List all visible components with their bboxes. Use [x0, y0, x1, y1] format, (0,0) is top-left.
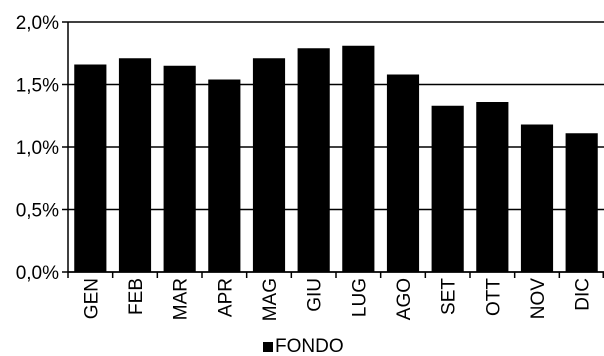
x-tick-label: LUG [349, 278, 370, 317]
bar-apr [208, 79, 241, 272]
x-tick-label: SET [439, 278, 460, 315]
x-tick-label: MAG [260, 278, 281, 321]
bar-feb [118, 58, 152, 272]
x-tick-label: OTT [483, 278, 504, 316]
legend-swatch [263, 342, 273, 352]
x-tick-label: FEB [126, 278, 147, 315]
bar-giu [297, 48, 330, 272]
y-tick-label: 0,5% [16, 201, 59, 222]
bar-lug [342, 45, 375, 272]
x-tick-label: NOV [528, 278, 549, 320]
x-tick-label: GEN [81, 278, 102, 319]
bar-gen [74, 64, 107, 272]
y-axis-ticks: 0,0% 0,5% 1,0% 1,5% 2,0% [16, 13, 68, 284]
y-tick-label: 2,0% [16, 13, 59, 34]
bar-ago [386, 74, 420, 272]
x-axis-ticks: GEN FEB MAR APR MAG GIU LUG AGO SET OTT NOV DIC [67, 272, 604, 321]
x-tick-label: AGO [394, 278, 415, 320]
legend: FONDO [263, 336, 344, 356]
x-tick-label: GIU [305, 278, 326, 312]
bar-dic [565, 133, 598, 272]
bar-nov [520, 124, 554, 272]
x-tick-label: APR [215, 278, 236, 317]
bar-ott [476, 102, 509, 272]
bar-mar [163, 65, 196, 272]
y-tick-label: 1,5% [16, 76, 59, 97]
y-tick-label: 0,0% [16, 263, 59, 284]
y-tick-label: 1,0% [16, 138, 59, 159]
bars [74, 45, 598, 272]
x-tick-label: DIC [573, 278, 594, 311]
bar-set [431, 105, 464, 272]
axes [67, 22, 604, 273]
legend-label: FONDO [275, 336, 344, 356]
bar-mag [252, 58, 286, 272]
x-tick-label: MAR [171, 278, 192, 320]
